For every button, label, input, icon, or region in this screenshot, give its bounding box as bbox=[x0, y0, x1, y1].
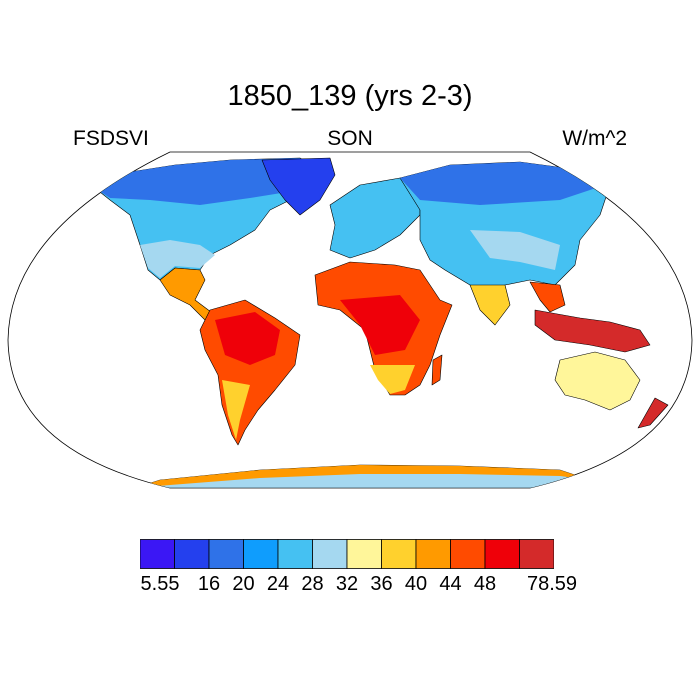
colorbar-tick-label: 40 bbox=[404, 573, 428, 595]
colorbar-swatch bbox=[415, 539, 451, 569]
colorbar-tick-label: 44 bbox=[439, 573, 462, 595]
variable-label: FSDSVI bbox=[73, 127, 149, 150]
season-label: SON bbox=[327, 127, 373, 150]
colorbar-swatch bbox=[312, 539, 348, 569]
colorbar-swatch bbox=[519, 539, 554, 569]
colorbar-tick-label: 20 bbox=[232, 573, 255, 595]
colorbar-tick-label: 32 bbox=[335, 573, 359, 595]
australia bbox=[554, 351, 641, 411]
colorbar-swatch bbox=[243, 539, 279, 569]
colorbar-tick-label: 24 bbox=[266, 573, 290, 595]
greenland bbox=[261, 157, 336, 216]
colorbar-tick-label: 28 bbox=[301, 573, 324, 595]
colorbar-swatch bbox=[484, 539, 520, 569]
units-label: W/m^2 bbox=[562, 127, 627, 150]
indonesia bbox=[534, 309, 651, 353]
colorbar-tick-label: 5.55 bbox=[140, 573, 180, 595]
colorbar-swatch bbox=[346, 539, 382, 569]
new-zealand bbox=[637, 397, 669, 429]
colorbar-swatch bbox=[208, 539, 244, 569]
madagascar bbox=[431, 354, 443, 386]
colorbar-tick-label: 16 bbox=[197, 573, 221, 595]
colorbar-swatch bbox=[450, 539, 486, 569]
colorbar-swatch bbox=[174, 539, 210, 569]
colorbar-tick-label: 36 bbox=[370, 573, 393, 595]
colorbar-swatch bbox=[140, 539, 175, 569]
europe bbox=[329, 177, 421, 259]
colorbar-tick-label: 48 bbox=[473, 573, 497, 595]
plot-title: 1850_139 (yrs 2-3) bbox=[227, 80, 473, 112]
southeast-asia bbox=[529, 281, 566, 313]
colorbar-swatch bbox=[277, 539, 313, 569]
colorbar bbox=[140, 539, 554, 569]
colorbar-swatch bbox=[381, 539, 417, 569]
india bbox=[469, 284, 511, 326]
colorbar-tick-label: 78.59 bbox=[526, 573, 578, 595]
